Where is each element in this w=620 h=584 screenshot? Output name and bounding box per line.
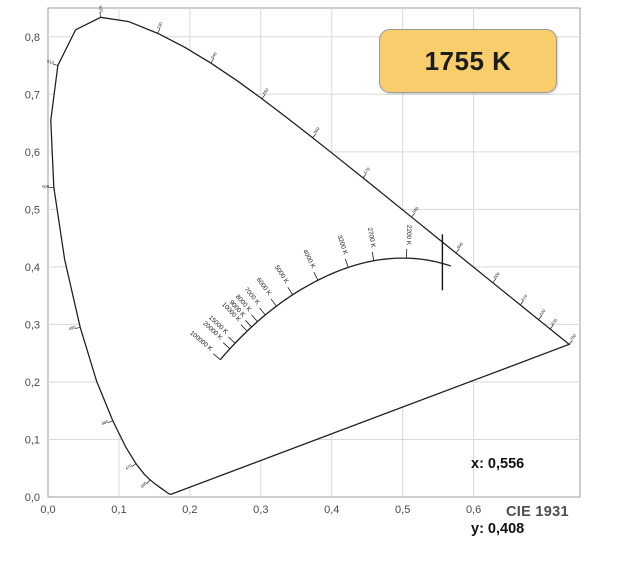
svg-text:0,0: 0,0: [25, 492, 40, 504]
svg-text:0,0: 0,0: [40, 504, 55, 516]
svg-text:0,3: 0,3: [253, 504, 268, 516]
cct-badge: 1755 K: [379, 29, 557, 93]
svg-text:0,5: 0,5: [395, 504, 410, 516]
coordinate-readout: x: 0,556 y: 0,408: [471, 410, 524, 584]
svg-text:0,4: 0,4: [324, 504, 339, 516]
svg-text:0,5: 0,5: [25, 204, 40, 216]
svg-text:0,1: 0,1: [25, 434, 40, 446]
standard-label: CIE 1931: [506, 504, 569, 520]
svg-text:500: 500: [42, 184, 50, 190]
svg-text:0,8: 0,8: [25, 32, 40, 44]
cct-badge-value: 1755 K: [425, 46, 512, 77]
svg-text:0,6: 0,6: [25, 147, 40, 159]
y-axis-tick-labels: 0,0 0,1 0,2 0,3 0,4 0,5 0,6 0,7 0,8: [25, 32, 40, 504]
svg-text:0,2: 0,2: [182, 504, 197, 516]
svg-text:0,7: 0,7: [25, 89, 40, 101]
svg-text:0,2: 0,2: [25, 377, 40, 389]
svg-text:0,1: 0,1: [111, 504, 126, 516]
coordinate-x: x: 0,556: [471, 454, 524, 476]
svg-text:0,3: 0,3: [25, 319, 40, 331]
coordinate-y: y: 0,408: [471, 519, 524, 541]
svg-text:0,4: 0,4: [25, 262, 40, 274]
svg-text:2200 K: 2200 K: [405, 225, 412, 246]
